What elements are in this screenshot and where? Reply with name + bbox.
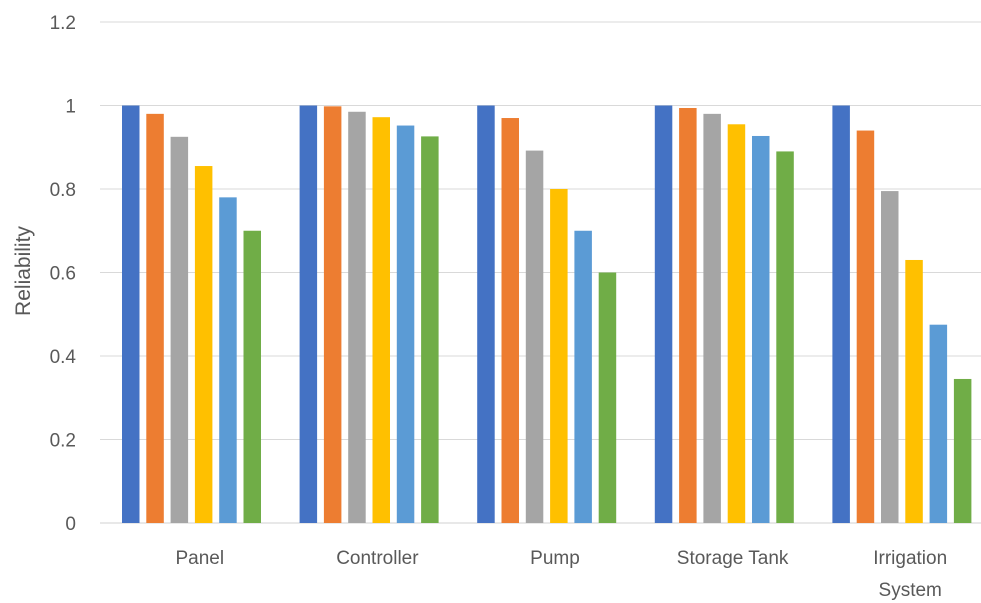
bar [953, 378, 972, 523]
y-tick-label: 0.2 [50, 431, 76, 452]
bar [372, 117, 390, 523]
bar [727, 124, 746, 523]
bar [146, 113, 164, 523]
bar [550, 189, 568, 523]
bar [832, 105, 850, 523]
bar [574, 230, 592, 523]
y-tick-label: 0 [65, 514, 76, 535]
bar [243, 230, 261, 523]
y-tick-label: 1.2 [50, 13, 76, 34]
bar [219, 197, 237, 523]
bar [776, 151, 794, 524]
bar [881, 191, 899, 523]
bar [752, 135, 770, 524]
y-tick-label: 0.8 [50, 180, 76, 201]
x-tick-label: Storage Tank [677, 548, 789, 569]
bar [654, 105, 673, 523]
x-tick-label: System [879, 580, 942, 601]
bar [122, 105, 140, 523]
y-tick-label: 0.4 [50, 347, 77, 368]
y-axis-title: Reliability [12, 226, 35, 316]
x-axis-ticks: Panel Controller Pump Storage Tank Irrigatio… [175, 548, 947, 601]
bar [396, 125, 415, 523]
bar [525, 150, 544, 523]
bar [170, 136, 189, 523]
bar [929, 324, 948, 523]
bar [905, 259, 923, 523]
bars [122, 105, 972, 524]
bar [323, 106, 342, 524]
y-tick-label: 0.6 [50, 264, 76, 285]
bar [477, 105, 495, 523]
y-axis-ticks: 0 0.2 0.4 0.6 0.8 1 1.2 [50, 13, 77, 535]
bar [421, 136, 439, 523]
bar [348, 111, 366, 523]
bar [501, 118, 519, 524]
x-tick-label: Panel [175, 548, 224, 569]
x-tick-label: Controller [336, 548, 419, 569]
bar [194, 166, 213, 523]
x-tick-label: Pump [530, 548, 580, 569]
bar [703, 113, 721, 523]
x-tick-label: Irrigation [873, 548, 947, 569]
bar [598, 272, 617, 523]
bar [299, 105, 318, 523]
y-tick-label: 1 [65, 97, 76, 118]
bar [679, 108, 697, 523]
bar [856, 130, 875, 524]
